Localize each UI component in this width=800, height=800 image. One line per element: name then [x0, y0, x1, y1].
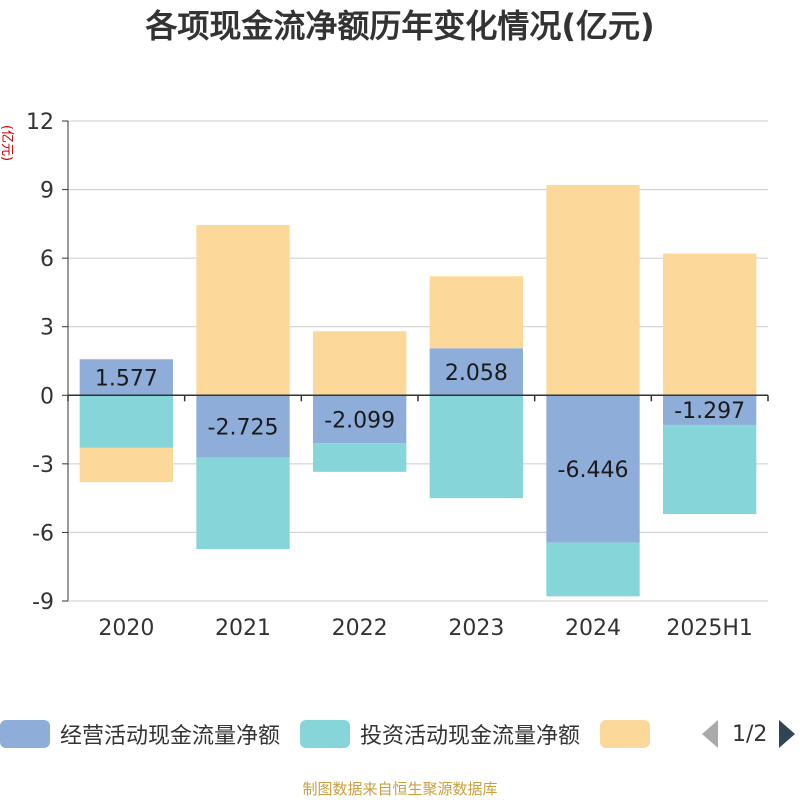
- bar-2023-series-0: [429, 348, 523, 396]
- x-tick-label: 2023: [448, 616, 504, 641]
- legend-label-operating: 经营活动现金流量净额: [60, 724, 281, 749]
- data-label: -2.099: [324, 408, 395, 433]
- bar-2022-series-0: [313, 395, 407, 444]
- y-tick-label: 12: [26, 110, 54, 135]
- bar-2025H1-series-0: [663, 395, 757, 425]
- data-label: -1.297: [674, 399, 745, 424]
- data-label: -2.725: [208, 415, 279, 440]
- x-tick-label: 2022: [332, 616, 388, 641]
- data-label: 2.058: [445, 361, 508, 386]
- bar-2021-series-1: [196, 457, 290, 549]
- chart-title: 各项现金流净额历年变化情况(亿元): [145, 7, 655, 45]
- bar-2023-series-2: [429, 276, 523, 349]
- x-tick-label: 2024: [565, 616, 621, 641]
- y-tick-label: -9: [32, 590, 54, 615]
- legend-page-indicator: 1/2: [732, 721, 768, 747]
- bar-2021-series-0: [196, 395, 290, 458]
- bar-2022-series-1: [313, 443, 407, 472]
- y-tick-label: 0: [40, 384, 54, 409]
- data-label: -6.446: [558, 458, 629, 483]
- bar-2025H1-series-1: [663, 424, 757, 515]
- x-tick-label: 2021: [215, 616, 271, 641]
- legend-item-third[interactable]: [600, 720, 660, 748]
- bar-2024-series-2: [546, 185, 640, 396]
- y-tick-label: -3: [32, 453, 54, 478]
- legend-pager: 1/2: [702, 716, 796, 752]
- legend-swatch-operating: [0, 720, 50, 748]
- y-tick-label: -6: [32, 521, 54, 546]
- bar-2023-series-1: [429, 395, 523, 499]
- legend-label-investing: 投资活动现金流量净额: [360, 724, 581, 749]
- y-tick-label: 9: [40, 179, 54, 204]
- legend-prev-page-icon[interactable]: [702, 720, 718, 748]
- legend-swatch-investing: [300, 720, 351, 748]
- legend-item-investing[interactable]: 投资活动现金流量净额: [300, 718, 580, 750]
- bar-2024-series-1: [546, 542, 640, 597]
- bar-2020-series-1: [79, 395, 173, 448]
- data-source-note: 制图数据来自恒生聚源数据库: [302, 780, 498, 798]
- x-tick-label: 2025H1: [666, 616, 753, 641]
- bar-2022-series-2: [313, 331, 407, 396]
- data-label: 1.577: [95, 366, 158, 391]
- legend-next-page-icon[interactable]: [779, 720, 796, 748]
- bar-2024-series-0: [546, 395, 640, 543]
- bar-2025H1-series-2: [663, 253, 757, 396]
- bar-2021-series-2: [196, 225, 290, 396]
- legend-swatch-third: [600, 720, 651, 748]
- bar-2020-series-2: [79, 447, 173, 483]
- legend: 经营活动现金流量净额 投资活动现金流量净额 1/2: [0, 716, 800, 752]
- x-tick-label: 2020: [98, 616, 154, 641]
- legend-item-operating[interactable]: 经营活动现金流量净额: [0, 718, 280, 750]
- stacked-bar-chart: -9 -6 -3 0 3 6 9 12 1.577 2020 -2.725 2021 -2.099 202…: [26, 110, 769, 641]
- bar-2020-series-0: [79, 359, 173, 396]
- y-tick-label: 6: [40, 247, 54, 272]
- y-tick-label: 3: [40, 316, 54, 341]
